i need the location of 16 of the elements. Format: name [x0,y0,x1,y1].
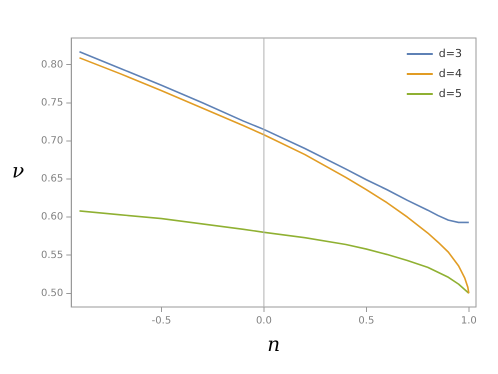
y-tick-label: 0.65 [41,174,64,185]
legend-label: d=3 [438,46,462,60]
y-tick-label: 0.75 [41,97,64,108]
x-axis-title: n [267,332,280,356]
y-tick-label: 0.80 [41,59,64,70]
y-tick-label: 0.55 [41,250,64,261]
legend-label: d=4 [438,66,462,80]
y-axis-title: ν [12,158,24,183]
x-tick-label: 0.0 [256,316,272,327]
y-tick-label: 0.60 [41,212,64,223]
x-tick-label: 0.5 [358,316,374,327]
y-tick-label: 0.50 [41,288,64,299]
legend-label: d=5 [438,86,462,100]
x-tick-label: 1.0 [460,316,477,327]
x-tick-label: -0.5 [152,316,172,327]
y-tick-label: 0.70 [41,135,64,146]
